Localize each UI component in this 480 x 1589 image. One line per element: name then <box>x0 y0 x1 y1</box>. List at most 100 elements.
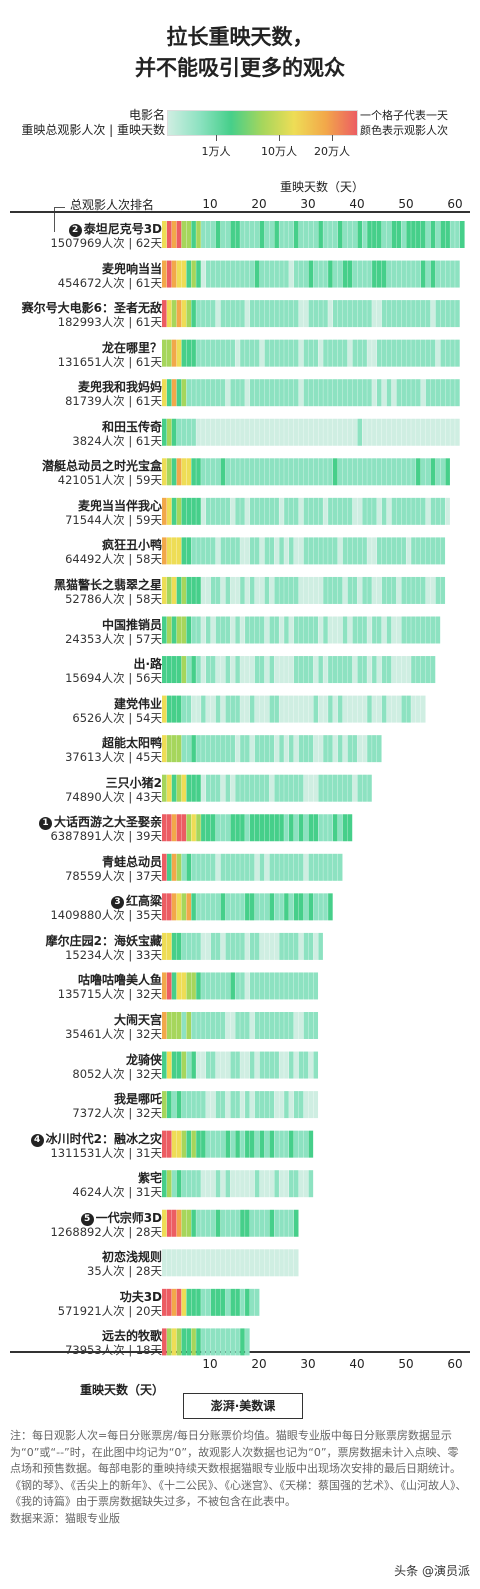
heatmap-cell <box>220 1328 226 1356</box>
movie-name-text: 摩尔庄园2：海妖宝藏 <box>45 933 162 948</box>
heatmap-cell <box>308 972 314 1000</box>
heatmap-cell <box>196 300 201 328</box>
heatmap-cell <box>162 814 167 842</box>
heatmap-cell <box>440 260 446 288</box>
movie-stat: 52786人次 | 58天 <box>65 591 162 606</box>
heatmap-cell <box>323 418 328 446</box>
heatmap-cell <box>284 379 289 407</box>
heatmap-cell <box>171 616 177 644</box>
heatmap-cell <box>323 735 328 763</box>
heatmap-cell <box>235 1091 240 1119</box>
heatmap-cell <box>240 656 245 684</box>
heatmap-cell <box>254 260 260 288</box>
heatmap-cell <box>455 300 460 328</box>
movie-stat: 15694人次 | 56天 <box>65 671 162 686</box>
heatmap-cell <box>166 497 172 525</box>
heatmap-cell <box>279 616 284 644</box>
heatmap-cell <box>284 497 289 525</box>
heatmap-row <box>162 458 450 486</box>
heatmap-cell <box>215 616 221 644</box>
heatmap-cell <box>396 300 402 328</box>
heatmap-cell <box>210 814 216 842</box>
heatmap-cell <box>166 1288 172 1316</box>
heatmap-cell <box>352 735 358 763</box>
heatmap-cell <box>323 893 328 921</box>
heatmap-cell <box>303 379 309 407</box>
heatmap-cell <box>308 339 314 367</box>
heatmap-cell <box>308 1051 314 1079</box>
heatmap-cell <box>269 656 275 684</box>
heatmap-cell <box>225 260 231 288</box>
heatmap-cell <box>396 497 402 525</box>
heatmap-cell <box>181 339 187 367</box>
heatmap-cell <box>181 379 187 407</box>
heatmap-cell <box>162 972 167 1000</box>
heatmap-cell <box>171 735 177 763</box>
heatmap-cell <box>235 576 240 604</box>
heatmap-row <box>162 1012 319 1039</box>
heatmap-cell <box>274 774 279 802</box>
heatmap-cell <box>264 458 270 486</box>
heatmap-cell <box>328 616 333 644</box>
heatmap-cell <box>210 1209 216 1237</box>
heatmap-cell <box>186 1249 192 1277</box>
heatmap-cell <box>254 1249 260 1277</box>
heatmap-cell <box>162 576 167 604</box>
heatmap-cell <box>342 497 348 525</box>
heatmap-cell <box>269 497 275 525</box>
heatmap-cell <box>401 695 406 723</box>
heatmap-cell <box>298 774 304 802</box>
heatmap-cell <box>342 379 348 407</box>
heatmap-cell <box>318 814 323 842</box>
heatmap-cell <box>367 418 372 446</box>
heatmap-cell <box>298 537 304 565</box>
heatmap-cell <box>289 1209 294 1237</box>
heatmap-cell <box>235 537 240 565</box>
heatmap-cell <box>259 695 265 723</box>
heatmap-cell <box>259 814 265 842</box>
heatmap-cell <box>406 458 411 486</box>
heatmap-cell <box>318 300 323 328</box>
heatmap-cell <box>166 221 172 248</box>
heatmap-cell <box>313 1012 319 1039</box>
heatmap-cell <box>215 1051 221 1079</box>
heatmap-cell <box>416 497 421 525</box>
heatmap-cell <box>235 1328 240 1356</box>
heatmap-cell <box>186 1012 192 1039</box>
heatmap-cell <box>235 616 240 644</box>
heatmap-cell <box>347 735 353 763</box>
heatmap-cell <box>254 932 260 960</box>
heatmap-cell <box>225 735 231 763</box>
heatmap-cell <box>264 814 270 842</box>
heatmap-cell <box>254 1130 260 1158</box>
heatmap-cell <box>425 339 431 367</box>
heatmap-cell <box>162 932 167 960</box>
heatmap-cell <box>269 1051 275 1079</box>
heatmap-cell <box>381 656 387 684</box>
heatmap-cell <box>196 379 201 407</box>
heatmap-cell <box>259 497 265 525</box>
heatmap-cell <box>245 1130 250 1158</box>
heatmap-cell <box>191 260 196 288</box>
heatmap-cell <box>372 260 377 288</box>
movie-name-text: 我是哪吒 <box>113 1092 162 1107</box>
heatmap-cell <box>191 1288 196 1316</box>
movie-name-text: 大闹天宫 <box>113 1013 162 1027</box>
movie-name: 中国推销员 <box>102 616 162 633</box>
heatmap-cell <box>332 260 338 288</box>
heatmap-cell <box>328 735 333 763</box>
heatmap-cell <box>191 379 196 407</box>
heatmap-cell <box>249 656 255 684</box>
heatmap-cell <box>455 339 460 367</box>
heatmap-cell <box>328 576 333 604</box>
x-axis-line-top <box>10 211 470 213</box>
heatmap-cell <box>245 1051 250 1079</box>
heatmap-cell <box>274 379 279 407</box>
heatmap-cell <box>245 300 250 328</box>
heatmap-cell <box>279 656 284 684</box>
heatmap-cell <box>367 656 372 684</box>
heatmap-cell <box>235 1170 240 1198</box>
heatmap-cell <box>254 735 260 763</box>
heatmap-cell <box>264 616 270 644</box>
heatmap-cell <box>318 458 323 486</box>
